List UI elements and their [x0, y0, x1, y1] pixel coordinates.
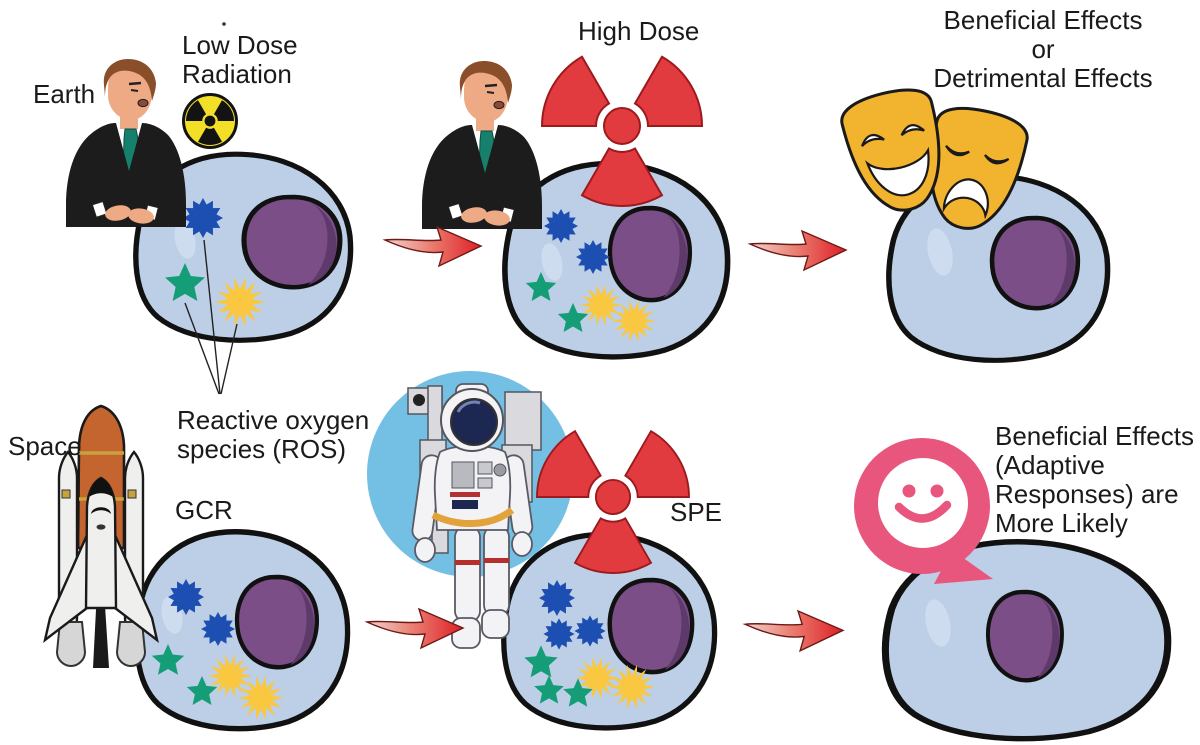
- ros-pointer-lines: [184, 239, 238, 395]
- space-label: Space: [8, 431, 82, 461]
- nucleus: [992, 218, 1078, 308]
- nucleus: [244, 197, 340, 287]
- radiation-trefoil-yellow-icon: [182, 93, 238, 149]
- nucleus: [610, 208, 690, 300]
- nucleus: [237, 577, 317, 667]
- cell-high-dose: [505, 164, 728, 357]
- gcr-label: GCR: [175, 495, 233, 525]
- curved-arrow-icon: [749, 230, 847, 271]
- space-shuttle-icon: [43, 404, 159, 668]
- tragedy-mask: [914, 100, 1033, 239]
- cell-gcr: [137, 532, 348, 729]
- outcome-bottom-label: Beneficial Effects (Adaptive Responses) …: [995, 421, 1194, 538]
- spe-label: SPE: [670, 497, 723, 527]
- comedy-mask: [835, 81, 957, 222]
- cell-low-dose: [136, 154, 351, 340]
- theater-masks-icon: [835, 81, 1033, 239]
- ros-label: Reactive oxygen species (ROS): [177, 405, 370, 464]
- businessman-icon: [420, 59, 544, 231]
- cell-outcome-top: [889, 176, 1108, 360]
- cell-outcome-bottom: [885, 542, 1167, 739]
- curved-arrow-icon: [744, 610, 844, 652]
- nucleus: [988, 592, 1062, 680]
- curved-arrow-icon: [366, 608, 464, 649]
- nucleus: [610, 580, 692, 672]
- smiley-speech-bubble-icon: [854, 438, 993, 584]
- high-dose-label: High Dose: [578, 16, 700, 46]
- earth-label: Earth: [33, 79, 96, 109]
- astronaut-icon: [407, 383, 542, 649]
- low-dose-radiation-label: Low Dose Radiation: [182, 30, 298, 89]
- curved-arrow-icon: [384, 226, 482, 267]
- stray-dot: [222, 22, 226, 26]
- outcome-top-label: Beneficial Effects or Detrimental Effect…: [933, 5, 1153, 93]
